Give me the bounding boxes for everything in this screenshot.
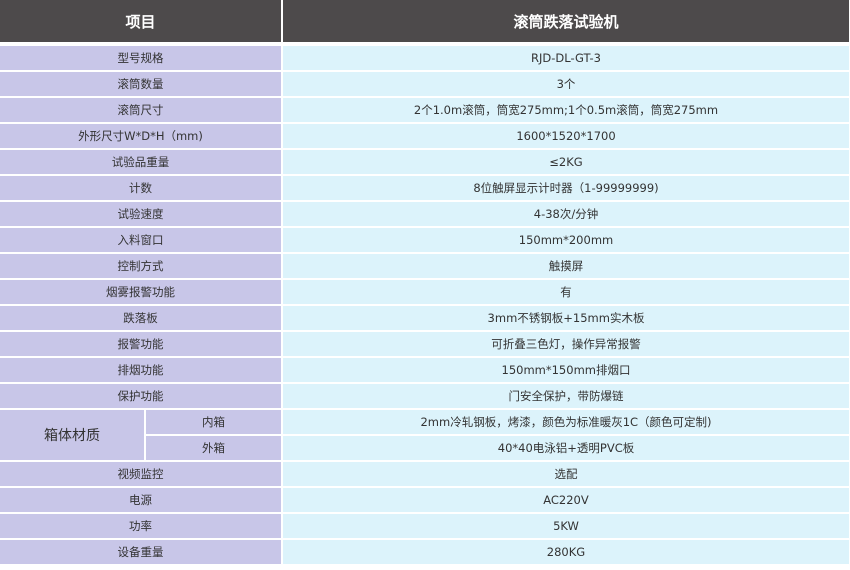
- inner-box-value: 2mm冷轧钢板，烤漆，颜色为标准暖灰1C（颜色可定制): [283, 410, 849, 434]
- row-value: 3mm不锈钢板+15mm实木板: [283, 306, 849, 330]
- row-label: 电源: [0, 488, 281, 512]
- row-label: 烟雾报警功能: [0, 280, 281, 304]
- row-value: 1600*1520*1700: [283, 124, 849, 148]
- header-item: 项目: [0, 0, 281, 42]
- inner-box-label: 内箱: [146, 410, 281, 434]
- row-value: 150mm*200mm: [283, 228, 849, 252]
- row-label: 计数: [0, 176, 281, 200]
- outer-box-value: 40*40电泳铝+透明PVC板: [283, 436, 849, 460]
- row-value: 150mm*150mm排烟口: [283, 358, 849, 382]
- row-value: 触摸屏: [283, 254, 849, 278]
- row-value: 2个1.0m滚筒，筒宽275mm;1个0.5m滚筒，筒宽275mm: [283, 98, 849, 122]
- row-value: 选配: [283, 462, 849, 486]
- row-value: 280KG: [283, 540, 849, 564]
- row-label: 控制方式: [0, 254, 281, 278]
- row-value: 门安全保护，带防爆链: [283, 384, 849, 408]
- row-label: 设备重量: [0, 540, 281, 564]
- row-label: 报警功能: [0, 332, 281, 356]
- row-label: 排烟功能: [0, 358, 281, 382]
- row-label: 视频监控: [0, 462, 281, 486]
- outer-box-label: 外箱: [146, 436, 281, 460]
- row-label: 滚筒数量: [0, 72, 281, 96]
- row-label: 入料窗口: [0, 228, 281, 252]
- row-label: 保护功能: [0, 384, 281, 408]
- material-label: 箱体材质: [0, 410, 144, 460]
- row-label: 跌落板: [0, 306, 281, 330]
- row-label: 外形尺寸W*D*H（mm): [0, 124, 281, 148]
- row-value: 8位触屏显示计时器（1-99999999): [283, 176, 849, 200]
- row-value: RJD-DL-GT-3: [283, 46, 849, 70]
- row-value: 5KW: [283, 514, 849, 538]
- row-value: 可折叠三色灯，操作异常报警: [283, 332, 849, 356]
- row-label: 滚筒尺寸: [0, 98, 281, 122]
- row-value: AC220V: [283, 488, 849, 512]
- row-value: ≤2KG: [283, 150, 849, 174]
- row-value: 有: [283, 280, 849, 304]
- row-label: 型号规格: [0, 46, 281, 70]
- row-value: 3个: [283, 72, 849, 96]
- row-value: 4-38次/分钟: [283, 202, 849, 226]
- row-label: 功率: [0, 514, 281, 538]
- row-label: 试验速度: [0, 202, 281, 226]
- header-product: 滚筒跌落试验机: [283, 0, 849, 42]
- row-label: 试验品重量: [0, 150, 281, 174]
